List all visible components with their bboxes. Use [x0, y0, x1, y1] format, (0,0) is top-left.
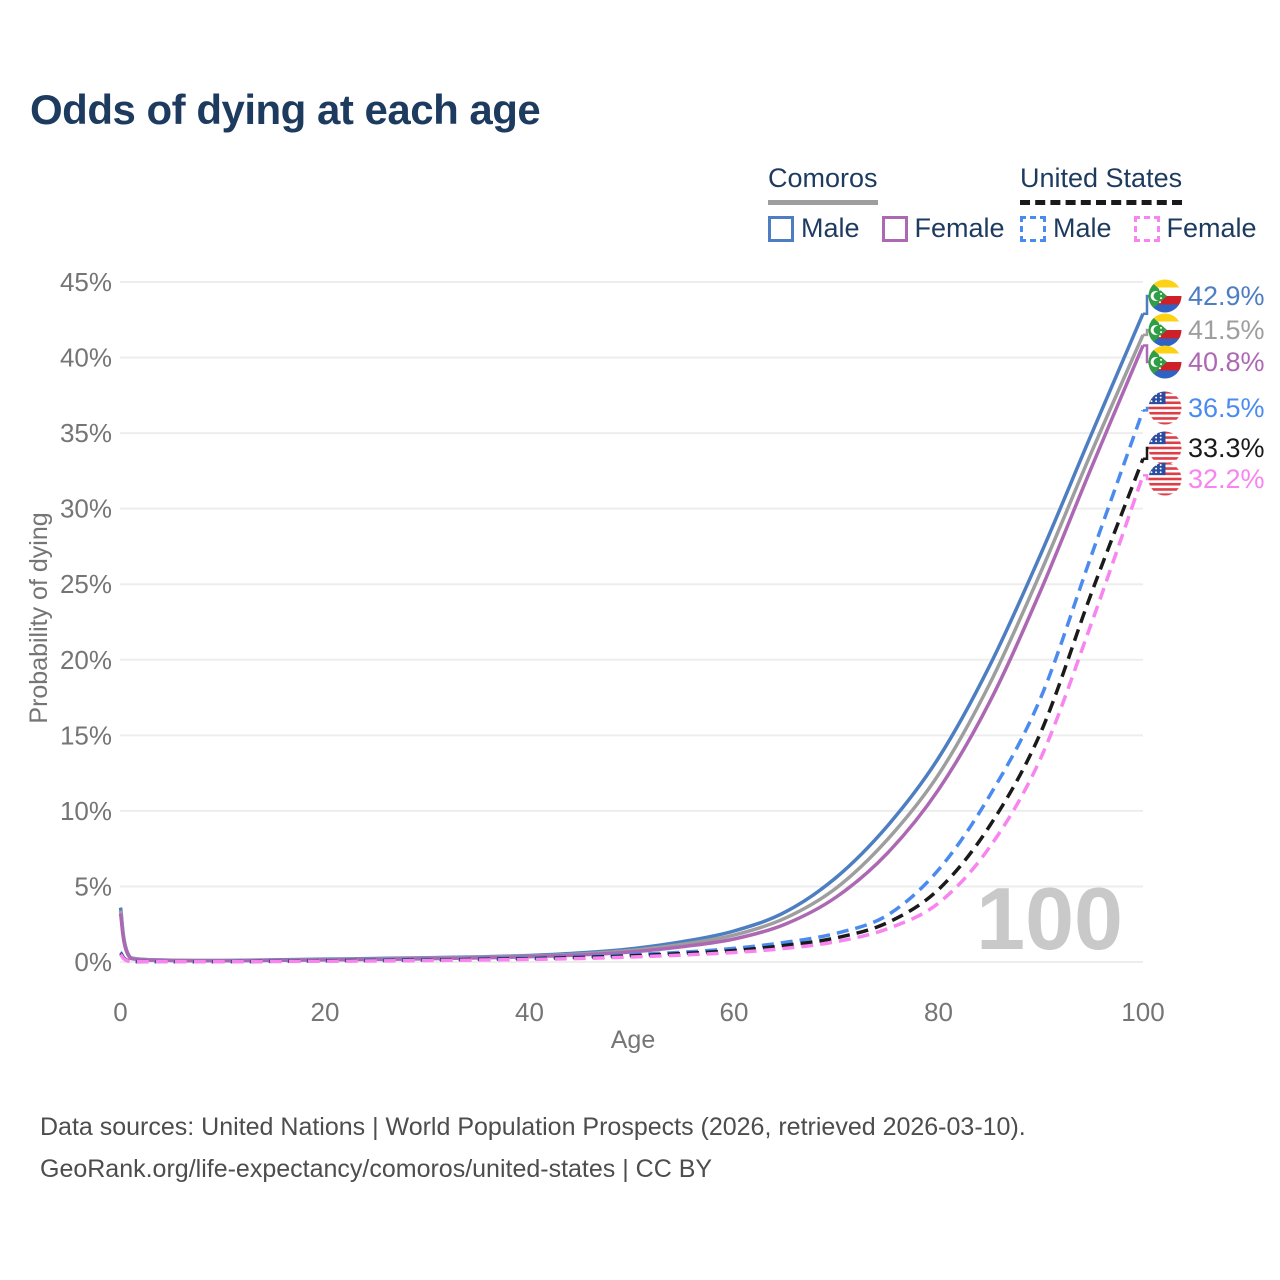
end-label-value: 32.2% — [1188, 463, 1265, 494]
y-tick-label: 15% — [60, 720, 112, 750]
legend-item-us-male[interactable]: Male — [1020, 213, 1112, 244]
end-label-value: 40.8% — [1188, 346, 1265, 377]
legend-country-united-states: United States — [1020, 163, 1183, 205]
x-tick-label: 20 — [311, 997, 340, 1027]
legend-label-comoros-male: Male — [801, 213, 860, 243]
y-tick-label: 25% — [60, 569, 112, 599]
comoros-flag-icon — [1148, 313, 1182, 347]
us-flag-icon — [1148, 391, 1182, 425]
us-flag-icon — [1148, 431, 1182, 465]
gridlines — [120, 281, 1143, 963]
footer-attribution: GeoRank.org/life-expectancy/comoros/unit… — [40, 1155, 713, 1183]
legend-swatch-us-female-icon[interactable] — [1133, 215, 1160, 242]
y-tick-label: 10% — [60, 796, 112, 826]
end-label-comoros-both: 41.5% — [1148, 313, 1265, 347]
y-tick-label: 45% — [60, 267, 112, 297]
axis-ticks: 0% 5% 10% 15% 20% 25% 30% 35% 40% 45% 0 20 40 60 80 100 — [60, 267, 1165, 1027]
legend-label-us-female: Female — [1166, 213, 1257, 243]
end-label-us-female: 32.2% — [1148, 462, 1265, 496]
legend-swatch-comoros-male-icon[interactable] — [768, 215, 794, 242]
series-line-comoros-both — [118, 334, 1145, 963]
footer-data-sources: Data sources: United Nations | World Pop… — [40, 1113, 1026, 1141]
end-label-value: 36.5% — [1188, 392, 1265, 423]
x-tick-label: 100 — [1121, 997, 1164, 1027]
legend-swatch-us-male-icon[interactable] — [1020, 215, 1046, 242]
legend-label-comoros-female: Female — [914, 213, 1005, 243]
end-label-value: 42.9% — [1188, 280, 1265, 311]
legend-label-us-male: Male — [1053, 213, 1112, 243]
legend-country-comoros: Comoros — [768, 163, 878, 205]
y-tick-label: 5% — [74, 871, 112, 901]
page-title: Odds of dying at each age — [30, 86, 541, 133]
x-axis-title: Age — [611, 1026, 655, 1054]
y-tick-label: 35% — [60, 418, 112, 448]
series-line-us-female — [119, 474, 1145, 964]
y-tick-label: 40% — [60, 343, 112, 373]
y-axis-title: Probability of dying — [25, 512, 53, 723]
footer: Data sources: United Nations | World Pop… — [40, 1106, 1026, 1190]
legend-item-comoros-female[interactable]: Female — [881, 213, 1005, 244]
end-label-us-male: 36.5% — [1148, 391, 1265, 425]
us-flag-icon — [1148, 462, 1182, 496]
series-line-comoros-female — [118, 344, 1145, 963]
end-label-comoros-female: 40.8% — [1148, 345, 1265, 379]
end-label-comoros-male: 42.9% — [1148, 279, 1265, 313]
legend-group-united-states: United States Male Female — [1020, 163, 1257, 244]
y-tick-label: 20% — [60, 645, 112, 675]
comoros-flag-icon — [1148, 345, 1182, 379]
comoros-flag-icon — [1148, 279, 1182, 313]
x-tick-label: 40 — [515, 997, 544, 1027]
end-label-value: 33.3% — [1188, 432, 1265, 463]
x-tick-label: 60 — [720, 997, 749, 1027]
series-lines — [118, 313, 1145, 964]
y-tick-label: 30% — [60, 494, 112, 524]
end-label-us-both: 33.3% — [1148, 431, 1265, 465]
watermark: 100 — [976, 869, 1123, 968]
x-tick-label: 80 — [924, 997, 953, 1027]
legend-group-comoros: Comoros Male Female — [768, 163, 1005, 244]
legend-item-comoros-male[interactable]: Male — [768, 213, 860, 244]
y-tick-label: 0% — [74, 947, 112, 977]
x-tick-label: 0 — [113, 997, 127, 1027]
legend-item-us-female[interactable]: Female — [1133, 213, 1257, 244]
legend-swatch-comoros-female-icon[interactable] — [881, 215, 908, 242]
series-line-us-male — [119, 409, 1145, 964]
series-line-comoros-male — [118, 313, 1145, 963]
end-label-value: 41.5% — [1188, 314, 1265, 345]
